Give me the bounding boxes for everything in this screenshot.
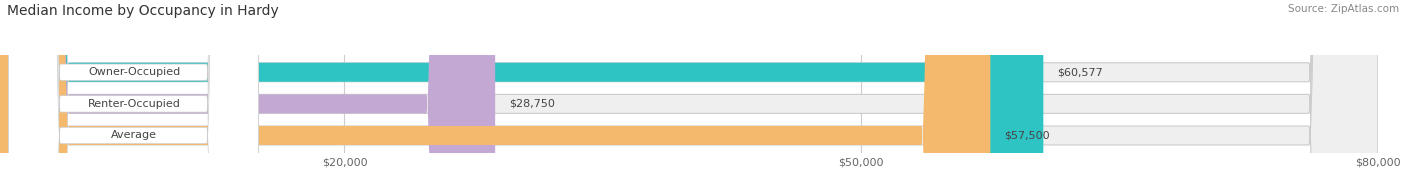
Text: Source: ZipAtlas.com: Source: ZipAtlas.com xyxy=(1288,4,1399,14)
Text: Renter-Occupied: Renter-Occupied xyxy=(89,99,181,109)
Text: $60,577: $60,577 xyxy=(1057,67,1102,77)
Text: Average: Average xyxy=(111,131,157,141)
Text: $57,500: $57,500 xyxy=(1004,131,1050,141)
FancyBboxPatch shape xyxy=(8,0,259,196)
Text: $28,750: $28,750 xyxy=(509,99,555,109)
Text: Owner-Occupied: Owner-Occupied xyxy=(89,67,180,77)
FancyBboxPatch shape xyxy=(0,0,990,196)
Text: Median Income by Occupancy in Hardy: Median Income by Occupancy in Hardy xyxy=(7,4,278,18)
FancyBboxPatch shape xyxy=(0,0,1043,196)
FancyBboxPatch shape xyxy=(0,0,495,196)
FancyBboxPatch shape xyxy=(8,0,259,196)
FancyBboxPatch shape xyxy=(8,0,259,196)
